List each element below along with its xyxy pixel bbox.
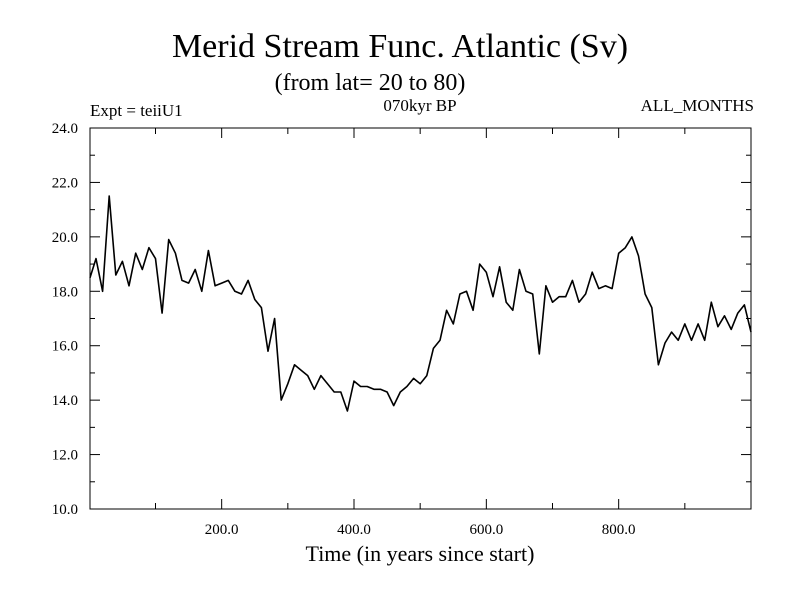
y-tick-label: 16.0 bbox=[52, 339, 78, 355]
chart-title: Merid Stream Func. Atlantic (Sv) bbox=[171, 28, 629, 65]
y-tick-label: 10.0 bbox=[52, 502, 78, 518]
x-tick-labels: 200.0 400.0 600.0 800.0 bbox=[205, 522, 636, 538]
series-line bbox=[89, 195, 752, 412]
period-label: 070kyr BP bbox=[383, 96, 457, 115]
experiment-label: Expt = teiiU1 bbox=[90, 101, 183, 120]
x-tick-label: 800.0 bbox=[602, 522, 636, 538]
y-tick-label: 22.0 bbox=[52, 175, 78, 191]
y-tick-label: 18.0 bbox=[52, 284, 78, 300]
x-tick-label: 400.0 bbox=[337, 522, 371, 538]
chart-subtitle: (from lat= 20 to 80) bbox=[274, 70, 466, 96]
y-tick-label: 12.0 bbox=[52, 448, 78, 464]
x-tick-label: 600.0 bbox=[469, 522, 503, 538]
x-axis-label: Time (in years since start) bbox=[305, 541, 535, 566]
y-tick-label: 20.0 bbox=[52, 230, 78, 246]
months-label: ALL_MONTHS bbox=[640, 96, 754, 115]
y-tick-label: 24.0 bbox=[52, 121, 78, 137]
y-tick-labels: 10.0 12.0 14.0 16.0 18.0 20.0 22.0 24.0 bbox=[52, 121, 78, 518]
x-tick-label: 200.0 bbox=[205, 522, 239, 538]
axis-ticks bbox=[90, 127, 751, 510]
plot-frame bbox=[89, 127, 752, 510]
y-tick-label: 14.0 bbox=[52, 393, 78, 409]
